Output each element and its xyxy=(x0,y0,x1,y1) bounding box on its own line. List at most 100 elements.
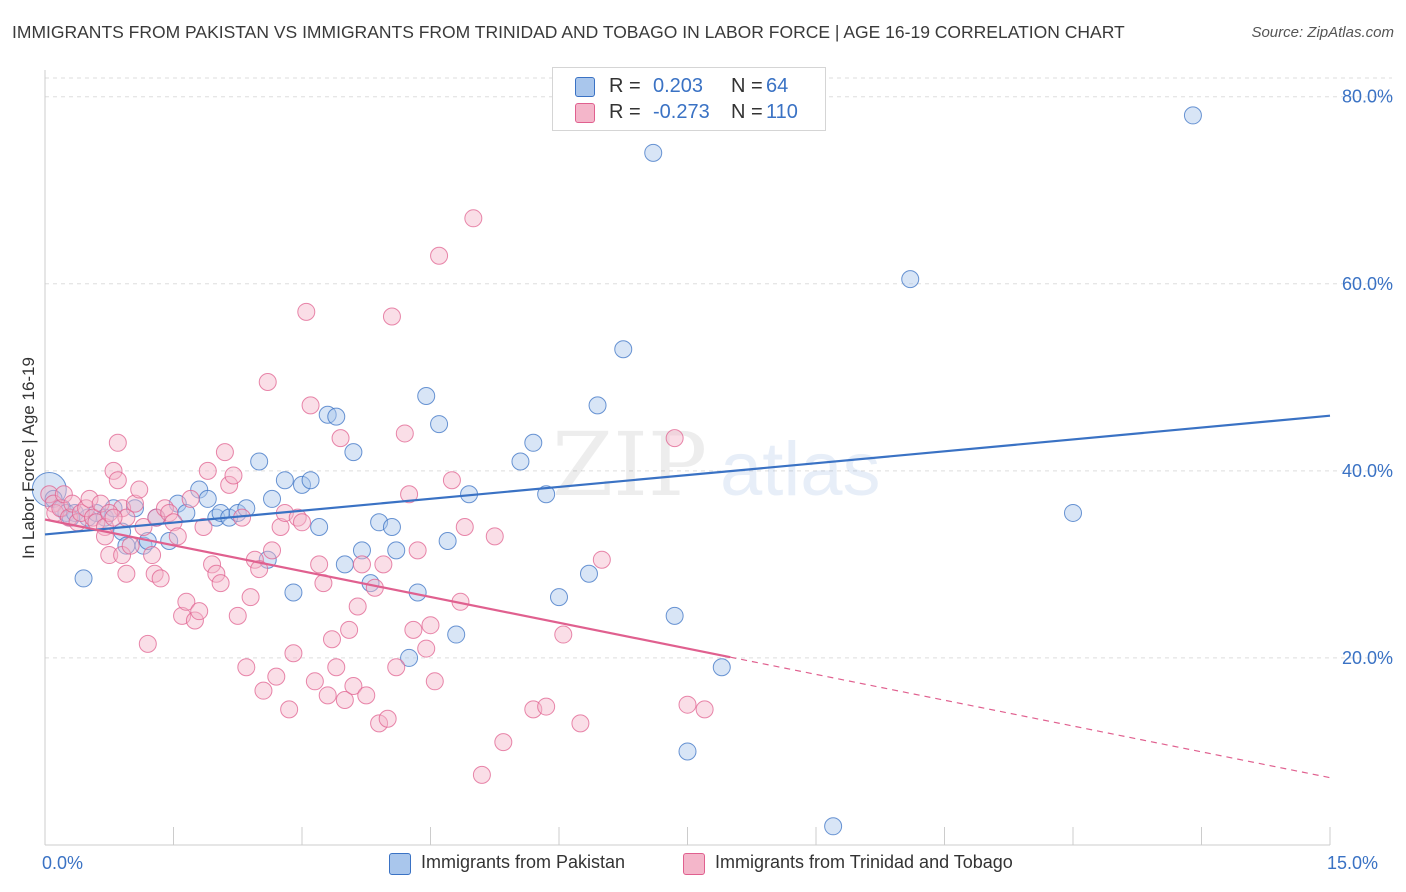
data-point xyxy=(74,569,93,588)
data-point xyxy=(104,508,123,527)
data-point xyxy=(472,765,491,784)
data-point xyxy=(352,541,371,560)
series-points-0 xyxy=(31,106,1202,836)
data-point xyxy=(344,443,363,462)
y-tick-label: 20.0% xyxy=(1342,648,1393,668)
data-point xyxy=(250,560,269,579)
series-points-1 xyxy=(40,209,714,784)
data-point xyxy=(331,429,350,448)
data-point xyxy=(335,691,354,710)
data-point xyxy=(485,527,504,546)
data-point xyxy=(185,611,204,630)
data-point xyxy=(121,536,140,555)
data-point xyxy=(104,461,123,480)
data-point xyxy=(455,517,474,536)
stats-legend: R = 0.203 N = 64 R = -0.273 N = 110 xyxy=(552,67,826,131)
data-point xyxy=(374,555,393,574)
data-point xyxy=(430,415,449,434)
data-point xyxy=(421,616,440,635)
data-point xyxy=(168,527,187,546)
data-point xyxy=(108,433,127,452)
data-point xyxy=(588,396,607,415)
data-point xyxy=(203,555,222,574)
y-tick-label: 40.0% xyxy=(1342,461,1393,481)
data-point xyxy=(824,817,843,836)
data-point xyxy=(579,564,598,583)
watermark-zip: ZIP xyxy=(552,413,707,516)
bottom-legend-swatch-blue xyxy=(389,853,411,875)
trend-lines xyxy=(44,414,1331,779)
data-point xyxy=(678,742,697,761)
data-point xyxy=(190,602,209,621)
data-point xyxy=(417,639,436,658)
data-point xyxy=(301,396,320,415)
data-point xyxy=(400,648,419,667)
data-point xyxy=(335,555,354,574)
data-point xyxy=(224,466,243,485)
data-point xyxy=(318,686,337,705)
data-point xyxy=(464,209,483,228)
data-point xyxy=(571,714,590,733)
data-point xyxy=(207,564,226,583)
data-point xyxy=(267,667,286,686)
data-point xyxy=(327,658,346,677)
data-point xyxy=(237,658,256,677)
data-point xyxy=(404,620,423,639)
data-point xyxy=(344,676,363,695)
data-point xyxy=(665,606,684,625)
data-point xyxy=(678,695,697,714)
data-point xyxy=(400,485,419,504)
data-point xyxy=(382,307,401,326)
data-point xyxy=(310,517,329,536)
data-point xyxy=(160,503,179,522)
legend-swatch-blue xyxy=(575,77,595,97)
data-point xyxy=(198,489,217,508)
data-point xyxy=(387,658,406,677)
data-point xyxy=(280,700,299,719)
data-point xyxy=(117,564,136,583)
chart-title: IMMIGRANTS FROM PAKISTAN VS IMMIGRANTS F… xyxy=(12,22,1125,42)
data-point xyxy=(417,387,436,406)
data-point xyxy=(284,583,303,602)
data-point xyxy=(352,555,371,574)
data-point xyxy=(438,532,457,551)
data-point xyxy=(263,541,282,560)
data-point xyxy=(447,625,466,644)
data-point xyxy=(537,485,556,504)
data-point xyxy=(1064,503,1082,522)
data-point xyxy=(430,246,449,265)
bottom-legend-label: Immigrants from Pakistan xyxy=(421,852,626,872)
source-label: Source: ZipAtlas.com xyxy=(1251,24,1394,41)
data-point xyxy=(305,672,324,691)
data-point xyxy=(382,517,401,536)
data-point xyxy=(220,475,239,494)
data-point xyxy=(550,588,568,607)
data-point xyxy=(284,644,303,663)
data-point xyxy=(644,143,663,162)
legend-n-label: N = xyxy=(731,75,763,97)
trend-line xyxy=(44,518,731,659)
legend-n-label: N = xyxy=(731,101,763,123)
data-point xyxy=(310,555,329,574)
data-point xyxy=(138,634,157,653)
data-point xyxy=(143,546,162,565)
data-point xyxy=(293,513,311,532)
data-point xyxy=(301,471,320,490)
legend-r-value: 0.203 xyxy=(653,75,704,97)
data-point xyxy=(395,424,414,443)
data-point xyxy=(340,620,359,639)
data-point xyxy=(370,714,389,733)
data-point xyxy=(263,489,282,508)
data-point xyxy=(524,433,543,452)
data-point xyxy=(125,494,144,513)
data-point xyxy=(511,452,530,471)
data-point xyxy=(100,546,119,565)
data-point xyxy=(177,592,196,611)
data-point xyxy=(537,697,556,716)
data-point xyxy=(181,489,200,508)
data-point xyxy=(80,489,99,508)
data-point xyxy=(297,302,316,321)
data-point xyxy=(1183,106,1202,125)
bottom-legend-label: Immigrants from Trinidad and Tobago xyxy=(715,852,1013,872)
